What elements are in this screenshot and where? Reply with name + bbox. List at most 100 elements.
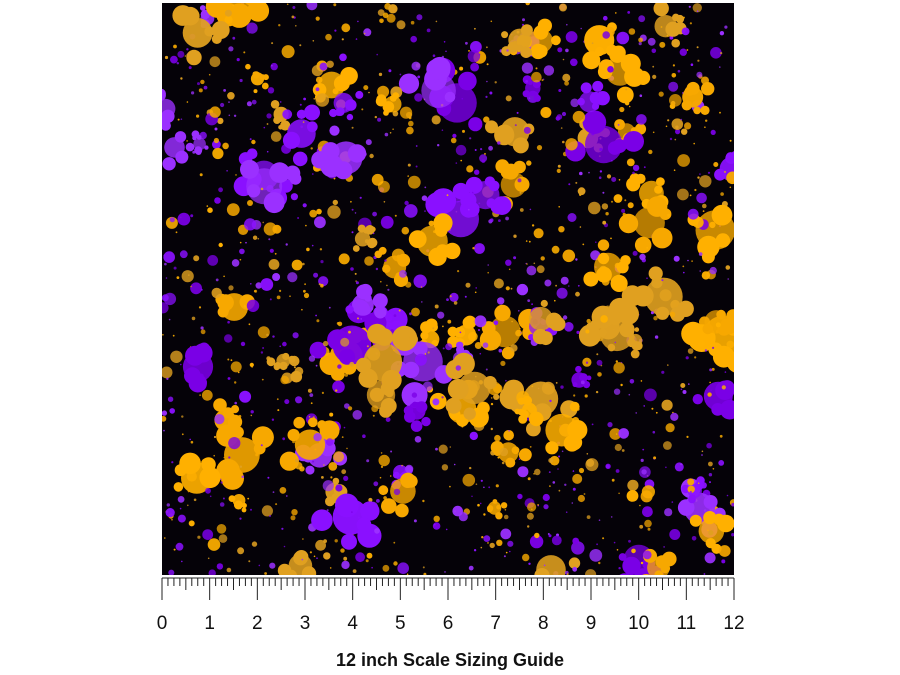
splatter-dot xyxy=(303,292,310,299)
splatter-dot xyxy=(343,475,349,481)
splatter-dot xyxy=(514,176,530,192)
splatter-dot xyxy=(464,201,480,218)
splatter-dot xyxy=(181,433,184,436)
splatter-dot xyxy=(449,446,452,448)
splatter-dot xyxy=(164,537,166,539)
splatter-dot xyxy=(208,569,216,575)
splatter-dot xyxy=(227,320,230,324)
splatter-dot xyxy=(517,50,520,53)
splatter-dot xyxy=(362,434,366,439)
splatter-dot xyxy=(175,231,178,234)
splatter-dot xyxy=(610,274,628,292)
splatter-dot xyxy=(470,62,479,72)
splatter-dot xyxy=(558,455,561,458)
splatter-dot xyxy=(713,513,725,526)
splatter-dot xyxy=(316,319,320,323)
splatter-dot xyxy=(655,555,669,569)
splatter-dot xyxy=(653,456,657,460)
splatter-dot xyxy=(487,271,490,274)
splatter-dot xyxy=(471,191,474,194)
splatter-dot xyxy=(412,401,418,407)
splatter-dot xyxy=(517,397,525,405)
splatter-dot xyxy=(266,333,269,337)
splatter-dot xyxy=(479,154,488,163)
splatter-dot xyxy=(577,187,586,196)
splatter-dot xyxy=(729,139,732,142)
splatter-dot xyxy=(184,367,201,385)
splatter-dot xyxy=(214,414,225,425)
splatter-dot xyxy=(236,58,240,62)
splatter-dot xyxy=(269,298,272,301)
splatter-dot xyxy=(223,275,225,278)
splatter-dot xyxy=(642,550,652,560)
splatter-dot xyxy=(627,11,631,14)
splatter-dot xyxy=(290,193,298,201)
splatter-dot xyxy=(326,438,334,446)
splatter-dot xyxy=(705,119,708,122)
splatter-dot xyxy=(297,217,300,219)
splatter-dot xyxy=(280,375,290,385)
splatter-dot xyxy=(643,405,645,407)
splatter-dot xyxy=(568,285,570,287)
splatter-dot xyxy=(314,216,326,229)
splatter-dot xyxy=(508,430,510,432)
splatter-dot xyxy=(500,528,512,540)
splatter-dot xyxy=(627,202,634,209)
splatter-dot xyxy=(586,318,591,324)
splatter-dot xyxy=(709,368,713,372)
splatter-dot xyxy=(286,3,289,6)
splatter-dot xyxy=(243,305,247,308)
splatter-dot xyxy=(209,106,221,118)
splatter-dot xyxy=(304,283,306,286)
splatter-dot xyxy=(266,356,271,361)
splatter-dot xyxy=(205,487,211,494)
splatter-dot xyxy=(399,73,402,76)
splatter-dot xyxy=(726,309,734,323)
splatter-dot xyxy=(276,398,279,401)
splatter-dot xyxy=(586,453,589,455)
splatter-dot xyxy=(556,168,561,173)
splatter-dot xyxy=(680,463,683,466)
splatter-dot xyxy=(312,173,314,175)
caption: 12 inch Scale Sizing Guide xyxy=(336,650,564,670)
splatter-dot xyxy=(175,542,184,551)
splatter-dot xyxy=(422,381,433,392)
splatter-dot xyxy=(723,170,727,173)
splatter-dot xyxy=(687,208,699,220)
splatter-dot xyxy=(191,316,196,321)
splatter-dot xyxy=(458,371,491,405)
splatter-dot xyxy=(653,203,664,214)
splatter-dot xyxy=(269,248,274,253)
splatter-dot xyxy=(209,495,212,498)
splatter-dot xyxy=(617,124,620,126)
splatter-dot xyxy=(602,191,605,194)
splatter-dot xyxy=(724,371,727,373)
splatter-dot xyxy=(301,566,317,575)
splatter-dot xyxy=(162,415,167,422)
splatter-dot xyxy=(527,299,531,302)
ruler-label: 5 xyxy=(395,613,406,634)
splatter-dot xyxy=(731,502,734,507)
splatter-dot xyxy=(170,55,178,64)
splatter-dot xyxy=(333,177,336,180)
splatter-dot xyxy=(279,179,293,193)
splatter-dot xyxy=(335,389,338,392)
splatter-dot xyxy=(452,359,457,364)
splatter-dot xyxy=(378,72,383,77)
splatter-dot xyxy=(742,168,751,177)
splatter-dot xyxy=(279,487,287,494)
splatter-dot xyxy=(534,468,541,476)
splatter-dot xyxy=(346,447,348,450)
splatter-dot xyxy=(441,129,444,131)
splatter-dot xyxy=(385,417,391,422)
splatter-dot xyxy=(481,536,484,539)
splatter-dot xyxy=(715,322,721,328)
splatter-dot xyxy=(573,394,576,397)
splatter-dot xyxy=(284,399,290,405)
splatter-dot xyxy=(699,173,701,175)
splatter-dot xyxy=(490,427,493,431)
splatter-dot xyxy=(566,23,568,26)
splatter-dot xyxy=(527,477,531,481)
splatter-dot xyxy=(680,118,683,121)
splatter-dot xyxy=(614,443,622,452)
